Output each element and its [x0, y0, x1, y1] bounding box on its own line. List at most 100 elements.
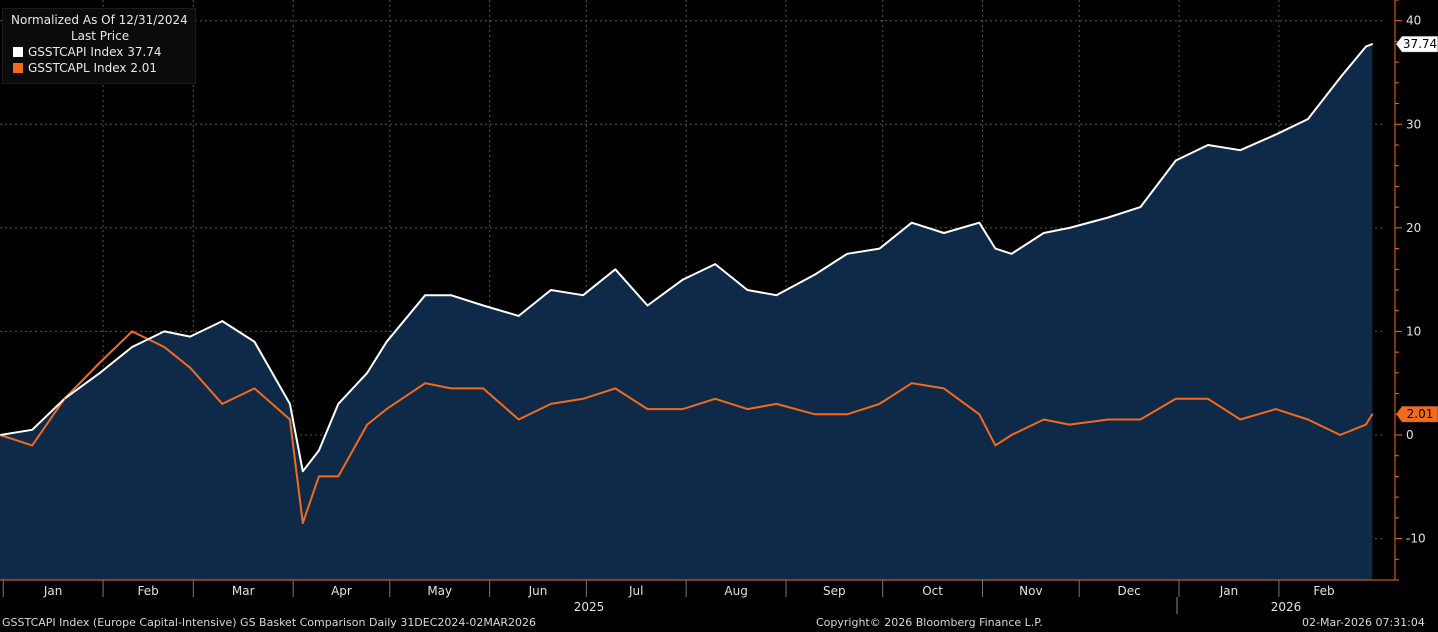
- gsstcapl-point: [1239, 418, 1242, 421]
- gsstcapl-point: [517, 418, 520, 421]
- legend-normalized-label: Normalized As Of 12/31/2024: [11, 13, 188, 27]
- gsstcapi-point: [682, 278, 684, 281]
- legend-item-label: GSSTCAPI Index 37.74: [28, 45, 162, 59]
- gsstcapl-point: [1365, 423, 1367, 426]
- x-tick-label: Jan: [1219, 584, 1239, 598]
- gsstcapi-point: [714, 263, 716, 265]
- gsstcapl-point: [253, 387, 256, 390]
- gsstcapi-point: [1365, 45, 1367, 48]
- footer-description: GSSTCAPI Index (Europe Capital-Intensive…: [2, 616, 537, 629]
- gsstcapi-point: [910, 221, 913, 224]
- series-area-fill: [0, 44, 1373, 581]
- gsstcapi-point: [1175, 159, 1177, 162]
- gsstcapi-point: [846, 253, 848, 255]
- gsstcapi-point: [424, 294, 427, 297]
- gsstcapi-point: [646, 304, 649, 307]
- last-value-tags: 37.74 2.01: [1395, 35, 1438, 423]
- x-tick-label: Jan: [43, 584, 63, 598]
- gsstcapi-point: [366, 372, 369, 374]
- footer-copyright: Copyright© 2026 Bloomberg Finance L.P.: [816, 616, 1043, 629]
- x-tick-label: Feb: [138, 584, 159, 598]
- year-label: 2025: [574, 600, 605, 614]
- gsstcapl-point: [614, 387, 617, 390]
- gsstcapi-point: [289, 403, 291, 405]
- gsstcapl-point: [424, 382, 427, 385]
- gsstcapi-point: [221, 320, 224, 322]
- gsstcapl-point: [1010, 434, 1013, 436]
- gsstcapi-point: [517, 315, 520, 317]
- legend-swatch-white: [13, 47, 23, 57]
- gsstcapl-point: [131, 330, 133, 333]
- gsstcapl-point: [1339, 434, 1341, 436]
- y-tick-label: 40: [1406, 14, 1421, 28]
- x-tick-label: Mar: [232, 584, 255, 598]
- x-tick-label: Nov: [1019, 584, 1042, 598]
- gsstcapl-point: [0, 434, 1, 436]
- y-tick-label: 30: [1406, 117, 1421, 131]
- gsstcapl-point: [878, 403, 881, 405]
- legend-swatch-orange: [13, 63, 23, 73]
- gsstcapi-point: [1139, 206, 1142, 208]
- gsstcapl-point: [189, 366, 191, 369]
- gsstcapl-point: [994, 444, 997, 447]
- gsstcapi-point: [1107, 216, 1109, 219]
- gsstcapi-point: [385, 341, 388, 343]
- gsstcapl-point: [714, 398, 716, 400]
- gsstcapl-point: [302, 522, 304, 524]
- gsstcapl-point: [978, 413, 981, 416]
- series-points: [0, 43, 1374, 524]
- gsstcapi-point: [550, 289, 552, 291]
- gsstcapi-point: [943, 232, 945, 234]
- legend-price-label: Last Price: [71, 29, 130, 43]
- gsstcapl-point: [910, 382, 913, 385]
- gsstcapi-point: [878, 247, 881, 250]
- gsstcapl-point: [1175, 398, 1177, 400]
- gsstcapl-point: [482, 387, 485, 390]
- gsstcapl-point: [221, 403, 224, 405]
- gsstcapi-point: [978, 221, 981, 224]
- gsstcapl-point: [366, 423, 369, 426]
- gsstcapi-area: [0, 44, 1373, 581]
- gsstcapi-point: [163, 330, 166, 333]
- gsstcapl-point: [943, 387, 945, 390]
- gsstcapl-point: [31, 444, 33, 447]
- gsstcapi-point: [318, 449, 320, 452]
- gsstcapl-point: [1307, 418, 1309, 421]
- gsstcapl-point: [1139, 418, 1142, 421]
- y-tick-label: 0: [1406, 428, 1414, 442]
- gsstcapi-point: [189, 335, 191, 338]
- x-tick-label: Aug: [724, 584, 747, 598]
- gsstcapi-point: [1307, 118, 1309, 120]
- gsstcapi-point: [31, 429, 33, 431]
- gsstcapi-point: [337, 403, 340, 405]
- gsstcapl-point: [63, 398, 66, 400]
- x-tick-label: Apr: [331, 584, 352, 598]
- year-label: 2026: [1271, 600, 1302, 614]
- gsstcapl-point: [450, 387, 452, 390]
- gsstcapi-point: [1042, 232, 1045, 234]
- footer-timestamp: 02-Mar-2026 07:31:04: [1302, 616, 1425, 629]
- gsstcapi-point: [814, 273, 816, 276]
- x-tick-label: Jun: [528, 584, 548, 598]
- chart-legend: Normalized As Of 12/31/2024 Last Price G…: [2, 8, 196, 84]
- gsstcapl-point: [582, 398, 584, 400]
- gsstcapl-point: [1371, 413, 1374, 416]
- gsstcapl-point: [99, 361, 101, 364]
- gsstcapl-point: [682, 408, 684, 410]
- gsstcapl-point: [775, 403, 778, 405]
- y-tick-label: -10: [1406, 532, 1426, 546]
- gsstcapl-last-value-tag-label: 2.01: [1407, 407, 1434, 421]
- gsstcapi-point: [450, 294, 452, 297]
- gsstcapl-point: [1068, 423, 1071, 426]
- x-tick-label: Sep: [823, 584, 846, 598]
- gsstcapi-point: [582, 294, 584, 297]
- x-tick-label: Jul: [628, 584, 643, 598]
- gsstcapi-point: [1207, 144, 1209, 146]
- legend-item-gsstcapi: GSSTCAPI Index 37.74: [13, 44, 162, 60]
- gsstcapl-point: [289, 418, 291, 421]
- gsstcapi-point: [1371, 43, 1374, 45]
- gsstcapi-point: [1339, 76, 1341, 79]
- gsstcapl-point: [337, 475, 340, 478]
- gsstcapl-point: [1107, 418, 1109, 421]
- gsstcapi-point: [1274, 133, 1277, 136]
